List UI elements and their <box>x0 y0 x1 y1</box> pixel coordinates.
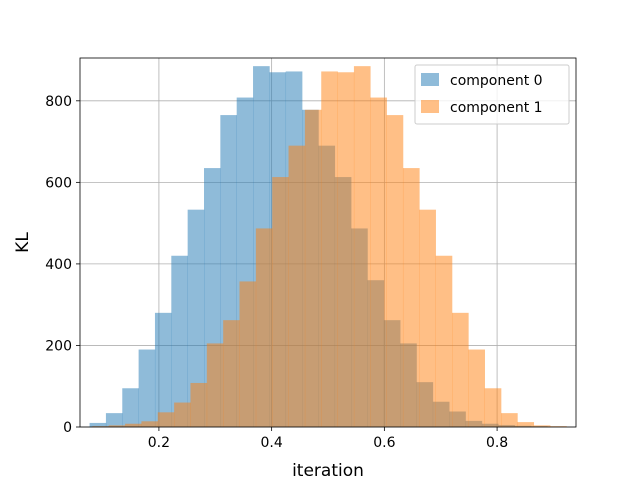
histogram-bar <box>174 402 191 427</box>
histogram-bar <box>206 343 224 427</box>
x-axis-title: iteration <box>292 461 364 480</box>
bars-layer <box>89 66 567 428</box>
histogram-bar <box>190 382 208 427</box>
histogram-bar <box>353 66 371 427</box>
histogram-bar <box>89 422 107 427</box>
histogram-bar <box>337 72 355 427</box>
series-1-bars <box>92 66 567 428</box>
histogram-bar <box>452 312 469 427</box>
y-tick-label: 0 <box>63 420 72 436</box>
histogram-bar <box>304 109 322 427</box>
legend-swatch-component-0 <box>421 73 439 86</box>
histogram-bar <box>370 97 387 427</box>
histogram-bar <box>255 228 273 427</box>
plot-frame <box>79 57 577 428</box>
histogram-bar <box>122 388 139 427</box>
histogram-bar <box>501 413 518 427</box>
legend-box <box>414 64 570 125</box>
x-tick-label: 0.4 <box>261 435 283 451</box>
histogram-bar <box>321 71 338 427</box>
histogram-bar <box>239 281 257 427</box>
histogram-bar <box>435 255 453 427</box>
histogram-bar <box>125 423 142 427</box>
histogram-bar <box>517 422 535 427</box>
histogram-bar <box>187 209 205 427</box>
y-tick-label: 600 <box>45 175 72 191</box>
x-tick-label: 0.8 <box>486 435 508 451</box>
histogram-bar <box>272 177 289 427</box>
histogram-bar <box>419 209 436 427</box>
legend: component 0 component 1 <box>414 64 570 125</box>
histogram-bar <box>550 426 567 427</box>
histogram-bar <box>154 312 172 427</box>
legend-swatch-component-1 <box>421 100 439 113</box>
ticks-layer: 0.2 0.4 0.6 0.8 0 200 400 600 800 <box>45 94 508 451</box>
histogram-bar <box>402 168 420 428</box>
histogram-bar <box>533 425 551 427</box>
y-tick-label: 400 <box>45 257 72 273</box>
histogram-bar <box>157 412 175 427</box>
x-tick-label: 0.6 <box>373 435 395 451</box>
histogram-bar <box>386 115 404 427</box>
histogram-bar <box>105 413 123 427</box>
histogram-bar <box>468 349 485 427</box>
histogram-bar <box>171 255 188 427</box>
y-tick-label: 800 <box>45 94 72 110</box>
x-tick-label: 0.2 <box>148 435 170 451</box>
histogram-bar <box>141 421 159 427</box>
histogram-bar <box>484 388 502 427</box>
histogram-bar <box>92 426 110 427</box>
histogram-bar <box>108 425 126 427</box>
legend-label-component-0: component 0 <box>450 73 543 89</box>
histogram-bar <box>223 320 240 427</box>
legend-label-component-1: component 1 <box>450 100 543 116</box>
histogram-bar <box>288 145 306 428</box>
y-tick-label: 200 <box>45 338 72 354</box>
y-axis-title: KL <box>13 232 33 253</box>
histogram-bar <box>138 349 156 427</box>
